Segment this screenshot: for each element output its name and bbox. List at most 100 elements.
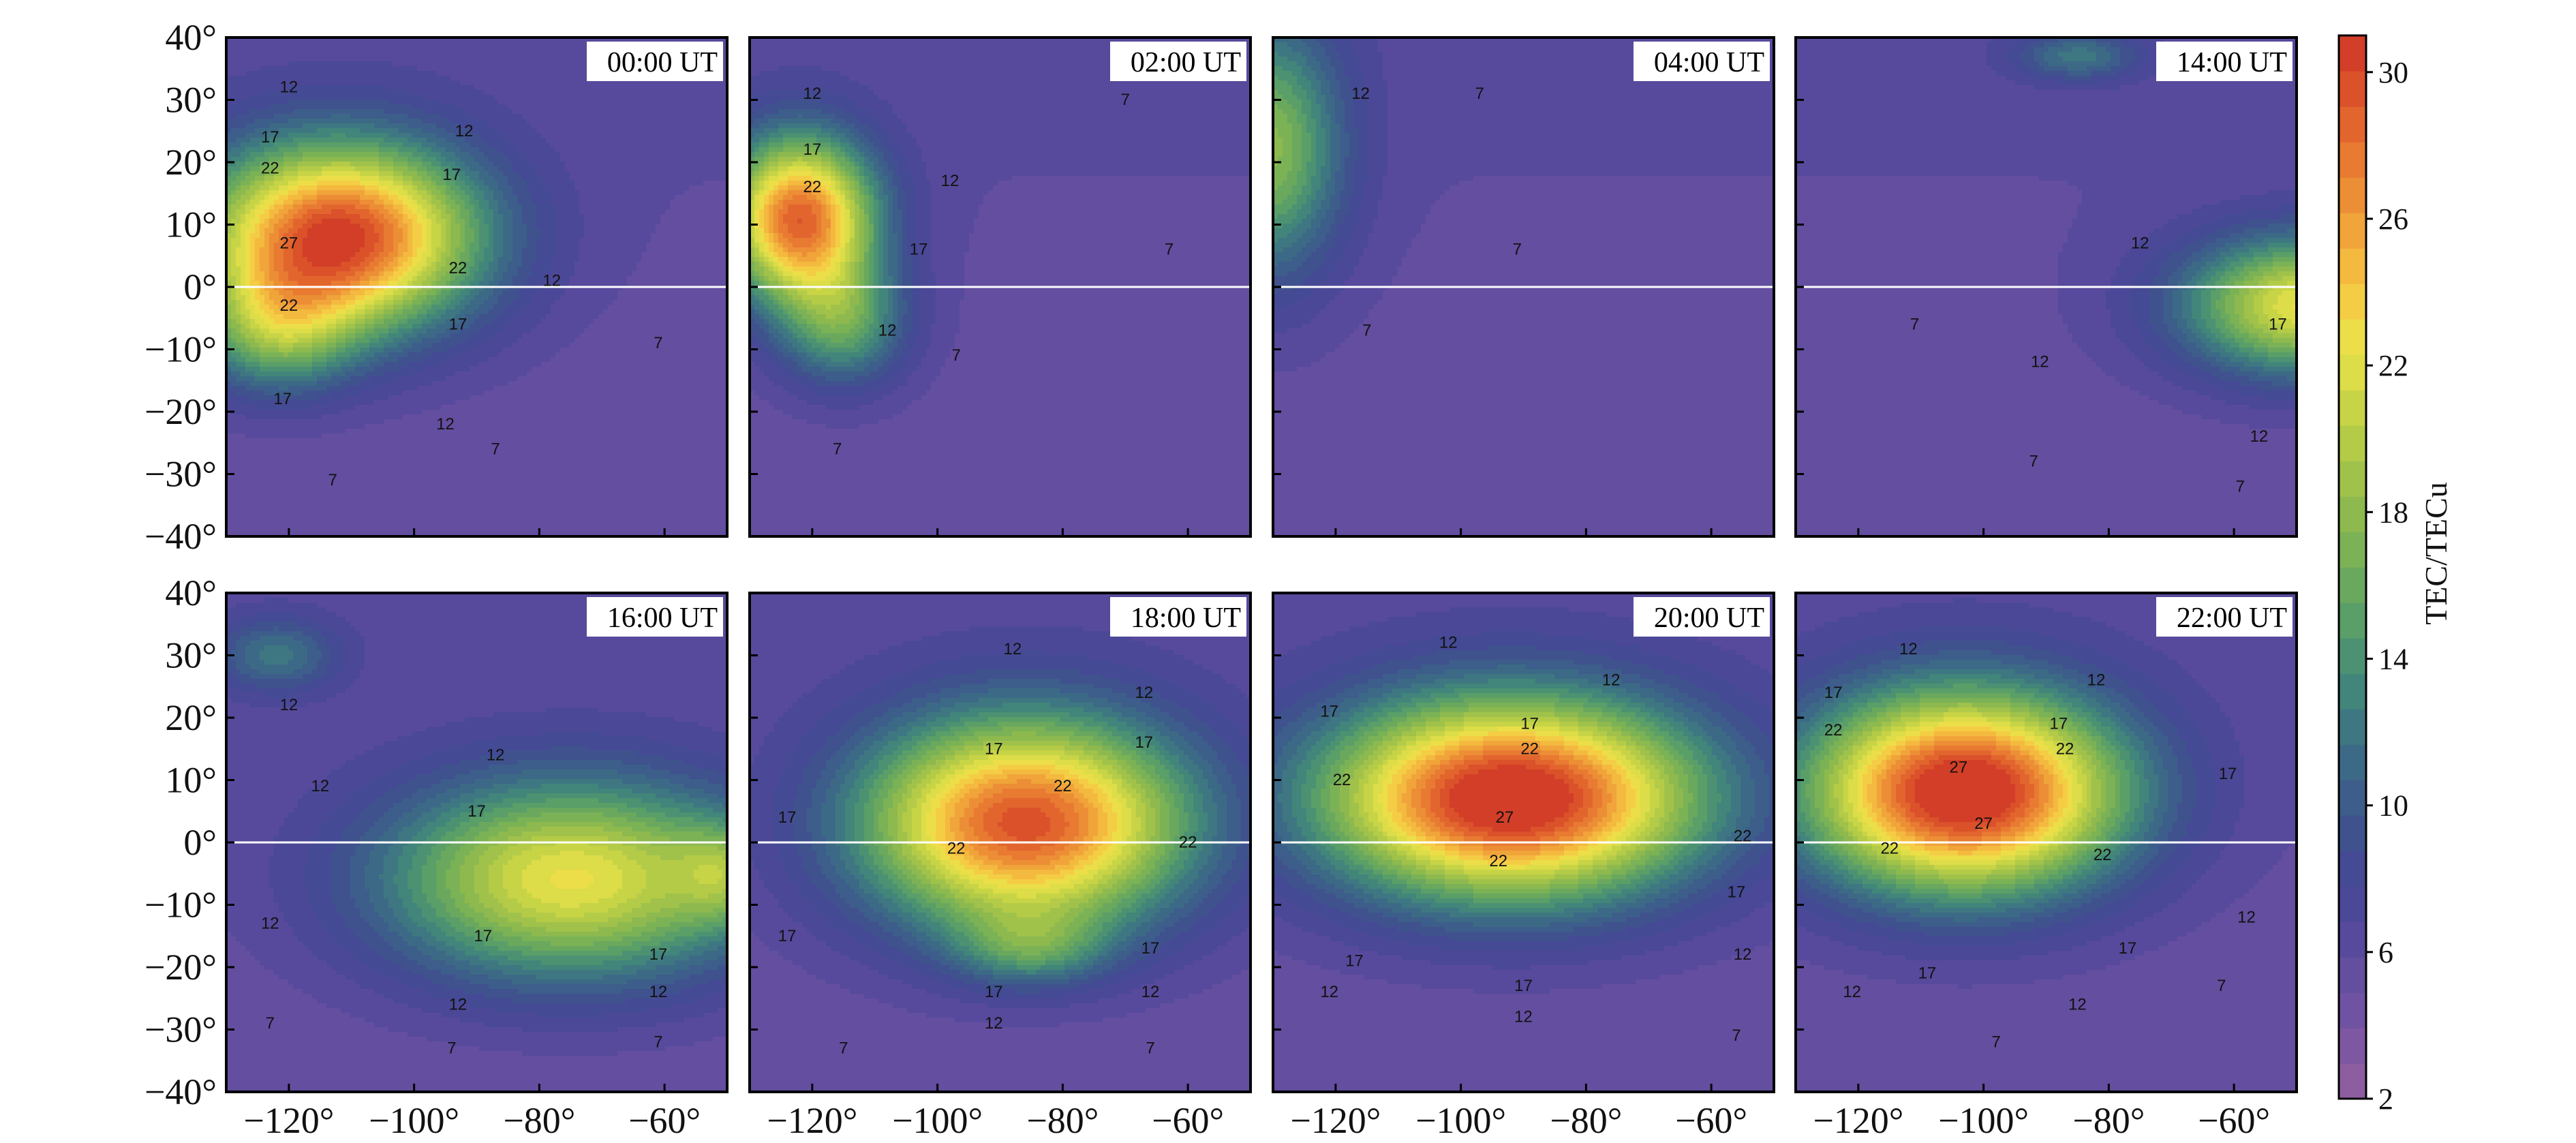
colorbar-segment: [2339, 780, 2366, 816]
colorbar-segment: [2339, 106, 2366, 142]
y-tick-label: −40°: [144, 516, 217, 557]
x-tick-label: −100°: [369, 1100, 459, 1141]
contour-label: 12: [311, 777, 329, 795]
y-tick-label: −20°: [144, 391, 217, 432]
time-label: 18:00 UT: [1131, 603, 1241, 634]
colorbar-tick-label: 30: [2378, 56, 2408, 89]
colorbar-segment: [2339, 496, 2366, 532]
contour-label: 17: [2219, 765, 2237, 783]
contour-label: 12: [436, 415, 455, 433]
contour-label: 12: [1141, 983, 1160, 1001]
contour-label: 12: [280, 696, 298, 714]
contour-label: 17: [910, 241, 928, 259]
contour-label: 7: [2236, 477, 2245, 496]
panel-5: 12 12 17 17 17 22 22 22 17 17 17 12 12 7 7 18:00 UT −120…: [748, 592, 1252, 1141]
colorbar-segment: [2339, 142, 2366, 178]
contour-label: 7: [654, 334, 662, 352]
colorbar-frame: [2337, 34, 2367, 1100]
contour-label: 12: [1843, 983, 1861, 1001]
x-tick-label: −60°: [1675, 1100, 1747, 1141]
colorbar-segment: [2339, 709, 2366, 745]
contour-label: 22: [1734, 827, 1752, 845]
time-label-box: [2156, 597, 2293, 637]
x-tick-label: −120°: [767, 1100, 857, 1141]
contour-label: 7: [1165, 241, 1174, 259]
contour-label: 17: [1514, 977, 1533, 995]
contour-label: 17: [1520, 715, 1539, 733]
time-label-box: [1634, 42, 1770, 81]
contour-label: 17: [1918, 964, 1937, 983]
time-label-box: [2156, 42, 2293, 81]
y-tick-label: 0°: [183, 266, 217, 307]
contour-label: 22: [2094, 846, 2112, 864]
colorbar-tick-label: 10: [2378, 789, 2408, 823]
tec-field: [226, 593, 727, 1092]
colorbar-segment: [2339, 851, 2366, 887]
contour-label: 17: [1135, 733, 1153, 752]
contour-label: 17: [649, 945, 668, 964]
tec-field: [750, 37, 1251, 536]
contour-label: 17: [778, 808, 797, 827]
panel-3: 12 7 12 17 12 7 7 14:00 UT: [1794, 36, 2298, 538]
contour-label: 12: [487, 746, 505, 764]
x-tick-label: −60°: [2198, 1100, 2270, 1141]
contour-label: 12: [803, 85, 822, 103]
contour-label: 7: [266, 1014, 275, 1033]
x-tick-label: −120°: [1813, 1100, 1903, 1141]
y-tick-label: −20°: [144, 947, 217, 988]
tec-field: [1796, 593, 2297, 1092]
contour-label: 22: [803, 178, 822, 196]
contour-label: 17: [261, 128, 279, 147]
time-label: 22:00 UT: [2177, 603, 2287, 634]
panel-6: 12 12 17 17 22 22 27 22 22 17 12 17 12 17 12 7 20:00 UT −…: [1272, 592, 1775, 1141]
contour-label: 17: [2050, 715, 2068, 733]
contour-label: 12: [1004, 640, 1022, 658]
contour-label: 17: [1345, 951, 1364, 970]
contour-label: 12: [1351, 85, 1370, 103]
time-label: 20:00 UT: [1654, 603, 1764, 634]
time-label: 14:00 UT: [2177, 47, 2287, 78]
contour-label: 17: [2269, 315, 2287, 333]
colorbar-segment: [2339, 1028, 2366, 1064]
colorbar-segment: [2339, 638, 2366, 674]
y-tick-label: 10°: [165, 204, 217, 245]
contour-label: 12: [1602, 671, 1621, 690]
contour-label: 7: [2217, 977, 2226, 995]
colorbar-segment: [2339, 921, 2366, 958]
contour-label: 27: [280, 234, 298, 252]
y-tick-label: 10°: [165, 760, 217, 801]
contour-label: 17: [467, 802, 486, 821]
colorbar-tick-label: 18: [2378, 496, 2408, 529]
x-tick-label: −80°: [503, 1100, 575, 1141]
colorbar-segment: [2339, 744, 2366, 780]
y-tick-label: −30°: [144, 454, 217, 495]
contour-label: 22: [1880, 840, 1899, 858]
colorbar-tick-label: 22: [2378, 349, 2408, 382]
tec-field: [1273, 37, 1774, 536]
contour-label: 7: [952, 346, 961, 365]
colorbar-segment: [2339, 390, 2366, 426]
colorbar-segment: [2339, 957, 2366, 993]
contour-label: 12: [449, 995, 467, 1014]
tec-field: [226, 37, 727, 536]
colorbar-segment: [2339, 886, 2366, 922]
colorbar: 30 26 22 18 14 10 6 2 TEC/TECu: [2337, 34, 2453, 1116]
contour-label: 12: [1514, 1008, 1533, 1026]
y-tick-label: −10°: [144, 885, 217, 926]
y-tick-label: 40°: [165, 17, 217, 58]
panel-0: 12 17 22 27 22 17 12 17 22 12 17 12 7 7 7 00:00 UT 40° 30…: [144, 17, 729, 557]
contour-label: 22: [1333, 771, 1351, 789]
y-tick-label: 20°: [165, 142, 217, 183]
contour-label: 22: [947, 840, 966, 858]
colorbar-segment: [2339, 35, 2366, 72]
contour-label: 12: [2087, 671, 2106, 690]
time-label-box: [1110, 597, 1246, 637]
colorbar-segment: [2339, 248, 2366, 284]
x-tick-label: −100°: [1938, 1100, 2029, 1141]
contour-label: 12: [2068, 995, 2087, 1014]
contour-label: 7: [1991, 1033, 2000, 1051]
time-label: 02:00 UT: [1131, 47, 1241, 78]
colorbar-segment: [2339, 177, 2366, 213]
contour-label: 7: [654, 1033, 662, 1051]
